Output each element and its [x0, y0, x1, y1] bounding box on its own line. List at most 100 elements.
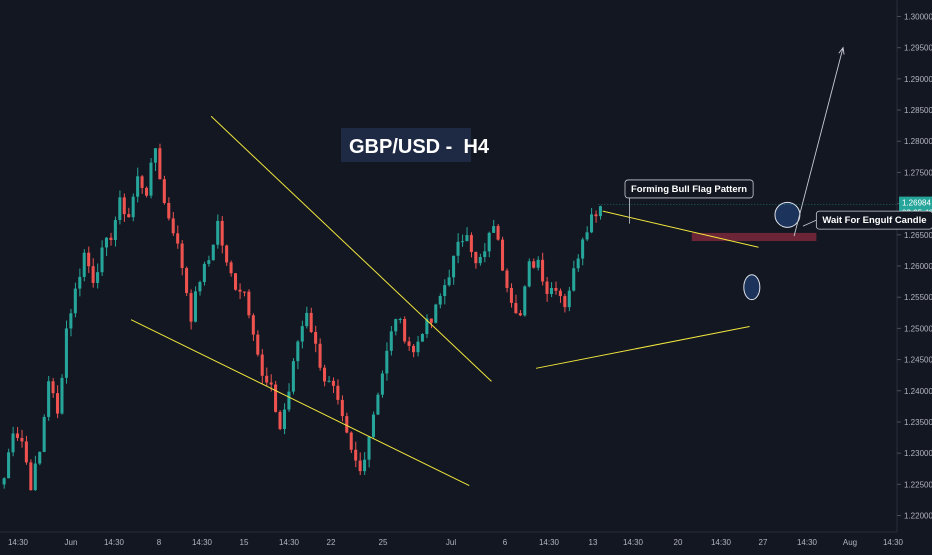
time-axis: 14:30 Jun 14:30 8 14:30 15 14:30 22 25 Jul 6 14:30 1… [0, 531, 904, 547]
highlight-ellipse [774, 201, 801, 228]
callout-annotation: Wait For Engulf Candle [802, 210, 932, 230]
candle [554, 281, 558, 295]
candle [336, 379, 340, 405]
candle-body [42, 416, 46, 452]
candle [33, 455, 37, 491]
candle [96, 263, 100, 289]
candle-body [127, 214, 131, 218]
candle-body [73, 288, 77, 314]
candle-body [398, 318, 402, 320]
candle-body [60, 377, 64, 414]
candle-body [572, 268, 576, 291]
candle [358, 452, 362, 476]
candle-body [527, 261, 531, 287]
candle-body [216, 220, 220, 245]
candle-body [523, 286, 527, 316]
candle [323, 364, 327, 387]
candle-body [434, 304, 438, 323]
candle [2, 477, 6, 489]
candle-body [229, 262, 233, 274]
candle [389, 325, 393, 356]
candle [24, 435, 28, 465]
price-tick-label: 1.22000 [904, 512, 932, 521]
candle [309, 307, 313, 334]
candle-body [385, 350, 389, 374]
candle [536, 256, 540, 271]
candle-body [91, 266, 95, 283]
candle [113, 216, 117, 247]
candle-body [532, 261, 536, 268]
candle [198, 280, 202, 296]
drawings-layer [130, 46, 845, 487]
candle [91, 258, 95, 288]
candle-body [136, 176, 140, 197]
candle-body [207, 260, 211, 264]
time-tick-label: 6 [503, 538, 508, 547]
candle-body [256, 334, 260, 355]
candle [145, 186, 149, 198]
time-tick-label: 20 [674, 538, 683, 547]
candle-body [282, 409, 286, 430]
candle [394, 318, 398, 336]
candle [563, 293, 567, 313]
candle-body [460, 241, 464, 243]
candle [474, 251, 478, 269]
candle-body [109, 237, 113, 241]
candle-body [594, 214, 598, 217]
candle-body [403, 318, 407, 342]
price-tick-label: 1.25000 [904, 324, 932, 333]
candle [456, 233, 460, 264]
candle [429, 318, 433, 329]
candle-body [443, 285, 447, 296]
candle [598, 205, 602, 220]
candle-body [349, 432, 353, 450]
candle [162, 175, 166, 205]
candle [122, 193, 126, 222]
candle [576, 254, 580, 272]
candle [73, 282, 77, 318]
candle [265, 367, 269, 386]
candle [367, 436, 371, 468]
candle-body [296, 341, 300, 362]
candle-body [452, 255, 456, 278]
time-tick-label: 14:30 [192, 538, 213, 547]
candle-body [358, 460, 362, 472]
candle [590, 208, 594, 234]
candle [354, 441, 358, 468]
candle-body [576, 258, 580, 269]
price-tick-label: 1.22500 [904, 480, 932, 489]
price-tick-label: 1.25500 [904, 293, 932, 302]
candle-body [554, 287, 558, 291]
candle-body [33, 463, 37, 491]
candle [465, 227, 469, 242]
candle-body [501, 239, 505, 271]
candle-body [7, 452, 11, 479]
candle-body [336, 385, 340, 400]
candle [189, 289, 193, 330]
candle [541, 252, 545, 286]
candle-body [345, 416, 349, 433]
callout-pointer [802, 219, 817, 227]
candle-body [340, 399, 344, 417]
candle [527, 258, 531, 288]
candle-body [581, 239, 585, 259]
time-tick-label: Aug [843, 538, 857, 547]
candle [136, 167, 140, 203]
callout-text: Forming Bull Flag Pattern [631, 184, 747, 195]
candle [483, 243, 487, 263]
candle [202, 261, 206, 286]
candle [545, 276, 549, 302]
candle-body [278, 411, 282, 430]
price-tick-label: 1.23500 [904, 418, 932, 427]
candle-body [354, 449, 358, 461]
candle [505, 268, 509, 293]
price-tick-label: 1.28000 [904, 137, 932, 146]
candle-body [171, 218, 175, 234]
candle [131, 193, 135, 222]
chart-title: GBP/USD - H4 [349, 136, 490, 158]
candle-body [251, 315, 255, 335]
candle-body [394, 319, 398, 332]
candle [331, 377, 335, 394]
candle-body [20, 437, 24, 442]
